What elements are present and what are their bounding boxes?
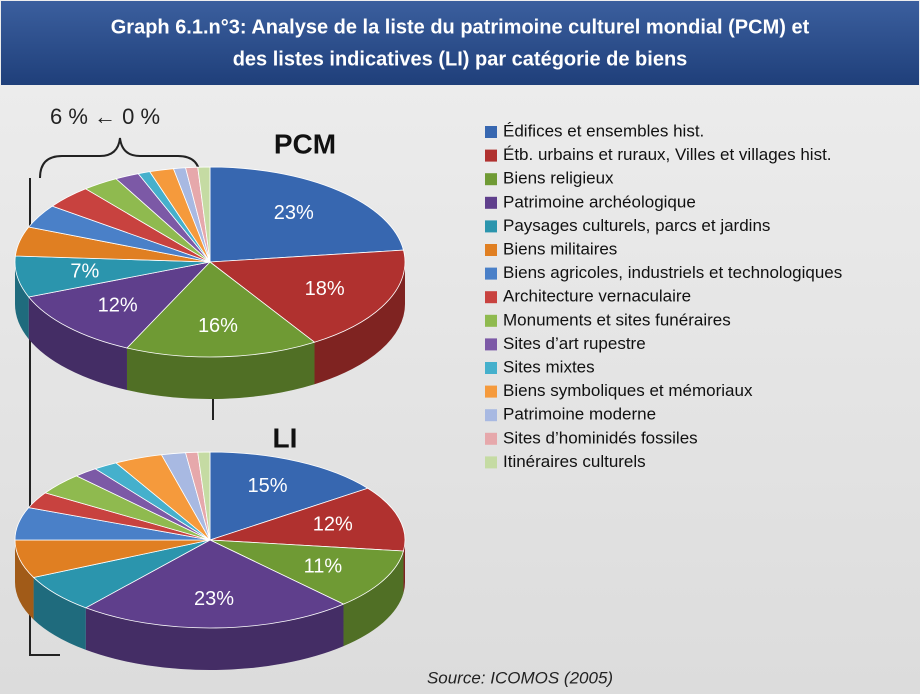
legend-swatch bbox=[485, 126, 497, 138]
slice-side bbox=[85, 604, 344, 670]
slice-side-shade bbox=[28, 296, 127, 390]
legend-label: Paysages culturels, parcs et jardins bbox=[503, 216, 770, 235]
legend-label: Biens religieux bbox=[503, 169, 614, 188]
slice bbox=[126, 261, 316, 358]
annotation: 6 % ← 0 % bbox=[50, 104, 160, 129]
legend-swatch bbox=[485, 314, 497, 327]
legend-swatch bbox=[485, 173, 497, 186]
legend-swatch bbox=[485, 338, 497, 351]
slice-side bbox=[33, 577, 86, 650]
legend-swatch bbox=[485, 291, 497, 304]
legend-label: Édifices et ensembles hist. bbox=[503, 121, 704, 140]
slice-side-shade bbox=[126, 342, 315, 399]
legend-label: Biens militaires bbox=[503, 239, 617, 258]
data-label: 15% bbox=[248, 475, 288, 497]
slice-side-shade bbox=[85, 604, 344, 670]
legend-label: Biens agricoles, industriels et technolo… bbox=[503, 263, 842, 282]
legend-label: Architecture vernaculaire bbox=[503, 287, 691, 306]
data-label: 7% bbox=[70, 260, 99, 282]
slice-side bbox=[28, 296, 127, 390]
data-label: 23% bbox=[274, 202, 314, 224]
slice-side bbox=[403, 540, 405, 594]
title-line: Graph 6.1.n°3: Analyse de la liste du pa… bbox=[111, 16, 810, 38]
legend-swatch bbox=[485, 409, 497, 422]
slice bbox=[209, 487, 406, 552]
slice-side bbox=[343, 551, 404, 647]
slice bbox=[84, 539, 345, 629]
legend-swatch bbox=[485, 456, 497, 469]
data-label: 11% bbox=[304, 555, 343, 577]
slice bbox=[209, 451, 369, 541]
data-label: 12% bbox=[313, 513, 353, 535]
legend-swatch bbox=[485, 267, 497, 280]
slice-side bbox=[126, 342, 315, 399]
legend-swatch bbox=[485, 432, 497, 445]
legend-swatch bbox=[485, 385, 497, 398]
legend-label: Sites mixtes bbox=[503, 357, 595, 376]
slice-side-shade bbox=[343, 551, 404, 647]
legend-swatch bbox=[485, 220, 497, 233]
slice-side-shade bbox=[15, 262, 29, 339]
slice-side-shade bbox=[403, 540, 405, 594]
legend-label: Itinéraires culturels bbox=[503, 452, 646, 471]
data-label: 23% bbox=[194, 588, 234, 610]
legend-label: Monuments et sites funéraires bbox=[503, 310, 731, 329]
slice-side-shade bbox=[33, 577, 86, 650]
slice bbox=[27, 261, 212, 349]
legend-swatch bbox=[485, 244, 497, 256]
slice bbox=[197, 166, 211, 263]
data-label: 16% bbox=[198, 315, 238, 337]
source: Source: ICOMOS (2005) bbox=[427, 668, 613, 687]
legend-label: Sites d’art rupestre bbox=[503, 334, 646, 353]
slice bbox=[197, 451, 211, 541]
legend-swatch bbox=[485, 362, 497, 374]
legend-label: Biens symboliques et mémoriaux bbox=[503, 381, 753, 400]
data-label: 12% bbox=[98, 295, 138, 317]
data-label: 18% bbox=[305, 278, 345, 300]
slice bbox=[209, 539, 404, 605]
pie-title: LI bbox=[273, 422, 298, 453]
slice bbox=[209, 166, 404, 263]
legend-label: Étb. urbains et ruraux, Villes et villag… bbox=[503, 145, 832, 164]
legend-swatch bbox=[485, 196, 497, 209]
legend-swatch bbox=[485, 149, 497, 162]
slice bbox=[208, 249, 406, 343]
brace bbox=[39, 137, 201, 179]
header bbox=[1, 1, 919, 85]
legend-label: Patrimoine archéologique bbox=[503, 192, 696, 211]
legend-label: Patrimoine moderne bbox=[503, 405, 656, 424]
legend-label: Sites d’hominidés fossiles bbox=[503, 428, 698, 447]
title-line: des listes indicatives (LI) par catégori… bbox=[233, 48, 688, 70]
slice-side bbox=[15, 262, 29, 339]
pie-title: PCM bbox=[274, 128, 336, 159]
